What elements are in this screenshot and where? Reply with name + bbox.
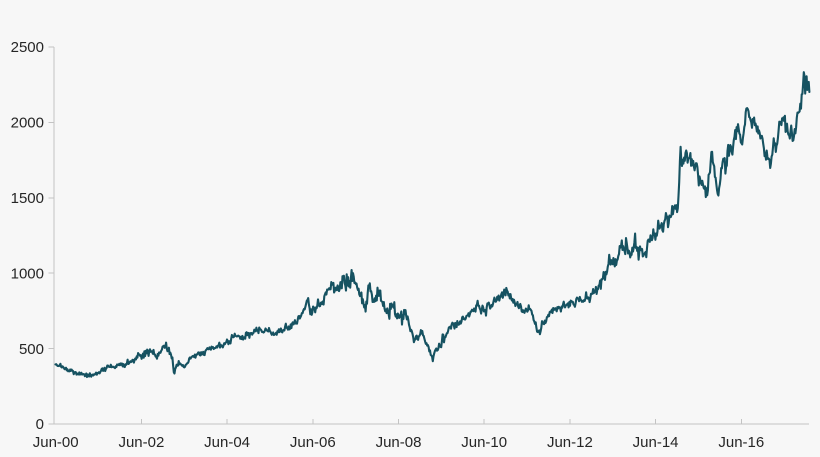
svg-text:1500: 1500	[11, 190, 44, 207]
svg-text:500: 500	[19, 341, 44, 358]
svg-text:Jun-14: Jun-14	[633, 434, 679, 451]
svg-text:1000: 1000	[11, 265, 44, 282]
svg-text:0: 0	[36, 416, 44, 433]
svg-text:2000: 2000	[11, 115, 44, 132]
svg-text:Jun-06: Jun-06	[290, 434, 336, 451]
svg-text:Jun-12: Jun-12	[547, 434, 593, 451]
svg-text:Jun-10: Jun-10	[461, 434, 507, 451]
svg-text:Jun-16: Jun-16	[718, 434, 764, 451]
svg-text:Jun-08: Jun-08	[376, 434, 422, 451]
svg-text:Jun-04: Jun-04	[204, 434, 250, 451]
svg-text:Jun-00: Jun-00	[33, 434, 79, 451]
svg-text:Jun-02: Jun-02	[118, 434, 164, 451]
svg-text:2500: 2500	[11, 39, 44, 56]
